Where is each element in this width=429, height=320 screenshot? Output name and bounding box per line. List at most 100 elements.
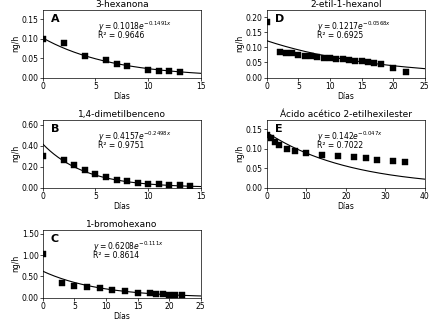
Y-axis label: ng/h: ng/h xyxy=(236,35,245,52)
Point xyxy=(96,286,103,291)
Point xyxy=(326,55,333,60)
Text: $y = 0.4157e^{-0.2498x}$: $y = 0.4157e^{-0.2498x}$ xyxy=(98,130,172,144)
Point xyxy=(263,132,270,138)
Point xyxy=(60,40,67,45)
Point xyxy=(172,292,179,297)
Point xyxy=(113,177,120,182)
Point xyxy=(153,291,160,296)
Point xyxy=(145,67,151,72)
Point xyxy=(308,54,314,59)
Y-axis label: ng/h: ng/h xyxy=(11,255,20,272)
Point xyxy=(276,49,283,54)
Point xyxy=(295,52,302,58)
X-axis label: Días: Días xyxy=(113,92,130,101)
Text: $y = 0.1018e^{-0.1491x}$: $y = 0.1018e^{-0.1491x}$ xyxy=(98,20,172,34)
Point xyxy=(272,139,278,144)
Point xyxy=(134,180,141,185)
Point xyxy=(176,183,183,188)
Point xyxy=(371,60,378,66)
Point xyxy=(39,252,46,257)
Point xyxy=(124,179,130,184)
Text: E: E xyxy=(275,124,282,134)
Title: Ácido acético 2-etilhexilester: Ácido acético 2-etilhexilester xyxy=(280,110,412,119)
Point xyxy=(155,68,162,73)
Point xyxy=(352,58,359,63)
Title: 1-bromohexano: 1-bromohexano xyxy=(86,220,157,229)
Point xyxy=(365,60,372,65)
Text: B: B xyxy=(51,124,59,134)
Point xyxy=(402,69,409,75)
Title: 1,4-dimetilbenceno: 1,4-dimetilbenceno xyxy=(78,110,166,119)
Point xyxy=(176,69,183,74)
Point xyxy=(187,183,193,188)
Point xyxy=(358,58,365,63)
Point xyxy=(303,150,310,155)
Point xyxy=(333,56,340,61)
Point xyxy=(390,159,396,164)
Text: R² = 0.7022: R² = 0.7022 xyxy=(317,141,363,150)
Point xyxy=(113,61,120,67)
Point xyxy=(402,160,408,165)
Point xyxy=(160,292,166,297)
X-axis label: Días: Días xyxy=(113,202,130,211)
Point xyxy=(71,162,78,167)
Point xyxy=(121,289,128,294)
Text: D: D xyxy=(275,14,284,24)
Point xyxy=(82,167,88,172)
Point xyxy=(166,182,172,188)
Point xyxy=(350,155,357,160)
Point xyxy=(147,291,154,296)
Y-axis label: ng/h: ng/h xyxy=(11,35,20,52)
X-axis label: Días: Días xyxy=(337,202,354,211)
Text: R² = 0.9751: R² = 0.9751 xyxy=(98,141,145,150)
Point xyxy=(362,156,369,161)
Y-axis label: ng/h: ng/h xyxy=(11,145,20,162)
Point xyxy=(345,58,352,63)
Point xyxy=(145,181,151,186)
Point xyxy=(267,135,274,140)
X-axis label: Días: Días xyxy=(113,312,130,320)
Point xyxy=(39,154,46,159)
Point xyxy=(166,68,172,74)
Point xyxy=(374,157,381,162)
Text: $y = 0.142e^{-0.047x}$: $y = 0.142e^{-0.047x}$ xyxy=(317,130,384,144)
Point xyxy=(275,142,282,148)
Point xyxy=(82,54,88,59)
Point xyxy=(92,172,99,177)
Text: R² = 0.8614: R² = 0.8614 xyxy=(94,252,139,260)
Point xyxy=(103,58,109,63)
Text: C: C xyxy=(51,235,59,244)
Point xyxy=(339,57,346,62)
Point xyxy=(282,51,289,56)
Point xyxy=(289,50,296,55)
Point xyxy=(39,36,46,41)
Text: $y = 0.1217e^{-0.0568x}$: $y = 0.1217e^{-0.0568x}$ xyxy=(317,20,392,34)
Point xyxy=(283,146,290,151)
Point xyxy=(58,280,65,285)
Text: R² = 0.6925: R² = 0.6925 xyxy=(317,31,364,40)
Title: 3-hexanona: 3-hexanona xyxy=(95,0,148,9)
Point xyxy=(390,66,396,71)
Point xyxy=(166,292,172,297)
Point xyxy=(314,54,321,60)
Text: $y = 0.6208e^{-0.111x}$: $y = 0.6208e^{-0.111x}$ xyxy=(94,240,164,254)
Point xyxy=(155,182,162,187)
Y-axis label: ng/h: ng/h xyxy=(236,145,245,162)
Point xyxy=(134,290,141,295)
X-axis label: Días: Días xyxy=(337,92,354,101)
Point xyxy=(84,284,91,290)
Point xyxy=(71,283,78,288)
Point xyxy=(103,174,109,180)
Point xyxy=(291,148,298,153)
Text: R² = 0.9646: R² = 0.9646 xyxy=(98,31,145,40)
Point xyxy=(178,292,185,298)
Point xyxy=(377,61,384,67)
Point xyxy=(263,19,270,24)
Point xyxy=(60,158,67,163)
Title: 2-etil-1-hexanol: 2-etil-1-hexanol xyxy=(310,0,382,9)
Point xyxy=(319,152,326,157)
Point xyxy=(124,63,130,68)
Point xyxy=(320,55,327,60)
Point xyxy=(335,153,341,158)
Point xyxy=(301,53,308,58)
